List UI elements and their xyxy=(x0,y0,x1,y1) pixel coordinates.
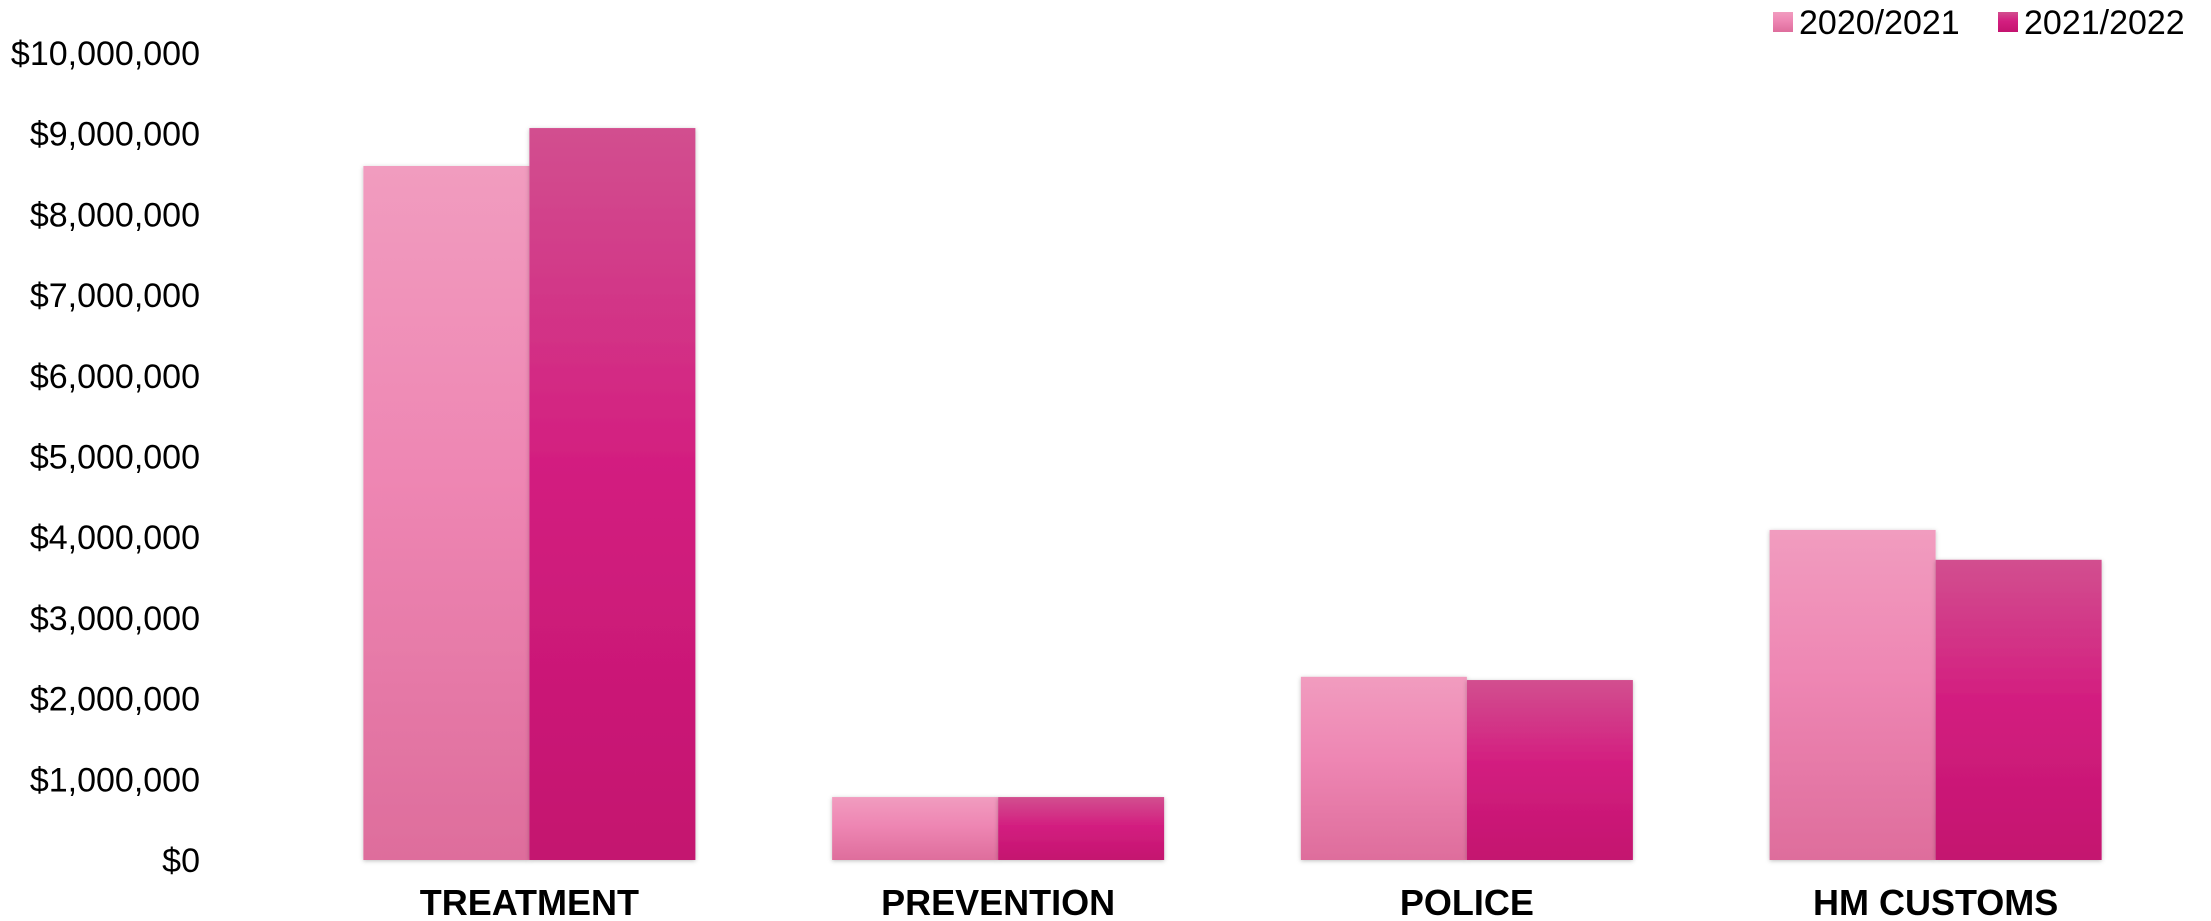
y-tick-label: $0 xyxy=(162,842,200,880)
y-tick-label: $3,000,000 xyxy=(30,600,200,638)
y-tick-label: $1,000,000 xyxy=(30,761,200,799)
legend-swatch xyxy=(1773,12,1793,32)
y-tick-label: $10,000,000 xyxy=(11,35,200,73)
y-axis: $0 $1,000,000 $2,000,000 $3,000,000 $4,000,0… xyxy=(11,35,200,880)
y-tick-label: $8,000,000 xyxy=(30,196,200,234)
legend-label: 2021/2022 xyxy=(2024,4,2185,42)
bar-treatment-2021-2022 xyxy=(529,128,696,860)
y-tick-label: $2,000,000 xyxy=(30,681,200,719)
bar-treatment-2020-2021 xyxy=(363,165,530,861)
x-category-label: POLICE xyxy=(1400,882,1534,921)
bar-prevention-2021-2022 xyxy=(998,797,1165,860)
bars xyxy=(363,128,2102,861)
x-category-label: PREVENTION xyxy=(881,882,1115,921)
legend-swatch xyxy=(1998,12,2018,32)
y-tick-label: $7,000,000 xyxy=(30,277,200,315)
legend: 2020/2021 2021/2022 xyxy=(1773,4,2185,42)
x-category-label: TREATMENT xyxy=(420,882,639,921)
bar-police-2020-2021 xyxy=(1300,676,1467,860)
bar-hm-customs-2020-2021 xyxy=(1769,529,1936,860)
y-tick-label: $9,000,000 xyxy=(30,116,200,154)
x-axis: TREATMENT PREVENTION POLICE HM CUSTOMS xyxy=(420,882,2059,921)
bar-prevention-2020-2021 xyxy=(832,797,999,860)
y-tick-label: $4,000,000 xyxy=(30,519,200,557)
y-tick-label: $5,000,000 xyxy=(30,439,200,477)
bar-police-2021-2022 xyxy=(1466,680,1633,860)
y-tick-label: $6,000,000 xyxy=(30,358,200,396)
x-category-label: HM CUSTOMS xyxy=(1813,882,2058,921)
legend-label: 2020/2021 xyxy=(1799,4,1960,42)
bar-hm-customs-2021-2022 xyxy=(1935,559,2102,860)
